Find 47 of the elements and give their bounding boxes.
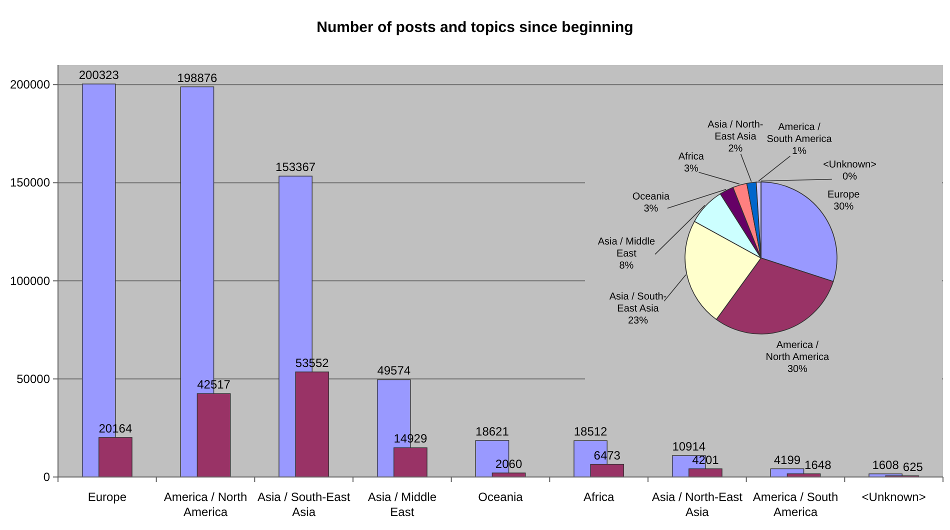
text: 0% (842, 171, 858, 182)
data-label: 4201 (692, 452, 720, 467)
slice-label: America / North America (766, 340, 830, 363)
data-label: 2% (728, 143, 743, 154)
category-label: <Unknown> (823, 159, 876, 170)
slice-label: Africa (678, 152, 704, 163)
chart-title: Number of posts and topics since beginning (316, 19, 634, 36)
x-tick-label: America / North America (164, 490, 248, 519)
slice-label: Oceania (632, 192, 670, 203)
data-label: 8% (619, 260, 634, 272)
data-label: 49574 (377, 364, 411, 378)
data-label: 10914 (672, 440, 706, 454)
data-label: 20164 (98, 421, 132, 436)
data-label: 1648 (804, 458, 832, 472)
x-tick-label: Europe (88, 490, 127, 504)
x-tick-label: <Unknown> (862, 490, 926, 504)
data-label: 14929 (394, 432, 428, 446)
y-tick-label: 50000 (16, 372, 50, 386)
data-label: 18512 (574, 424, 608, 439)
data-label: 3% (644, 204, 658, 215)
data-label: 200323 (78, 68, 120, 82)
data-label: 30% (787, 364, 808, 375)
x-tick-label: America / South America (752, 490, 838, 519)
y-tick-label: 100000 (10, 274, 50, 288)
x-tick-label: Asia / North-East Asia (652, 490, 744, 519)
x-tick-label: Asia / Middle East (368, 490, 437, 519)
data-label: 1608 (872, 458, 900, 472)
data-label: 1% (792, 146, 807, 157)
data-label: 198876 (177, 70, 218, 85)
x-tick-label: Africa (583, 490, 614, 504)
slice-label: Asia / South-East Asia (609, 291, 667, 314)
slice-label: Asia / North-East Asia (708, 119, 764, 142)
data-label: 153367 (276, 160, 316, 174)
slice-label: Asia / Middle East (598, 236, 656, 260)
y-tick-label: 200000 (10, 78, 50, 92)
y-tick-label: 150000 (10, 176, 50, 190)
data-label: 30% (834, 201, 854, 212)
slice-label: Europe (827, 189, 860, 200)
data-label: 18621 (476, 424, 510, 438)
slice-label: America / South America (766, 122, 832, 145)
data-label: 625 (902, 460, 924, 474)
x-tick-label: Oceania (478, 490, 524, 504)
x-tick-label: Asia / South-East Asia (257, 490, 351, 519)
y-tick-label: 0 (43, 470, 50, 484)
data-label: 3% (684, 164, 699, 175)
data-label: 23% (628, 315, 648, 326)
data-label: 4199 (774, 452, 801, 467)
